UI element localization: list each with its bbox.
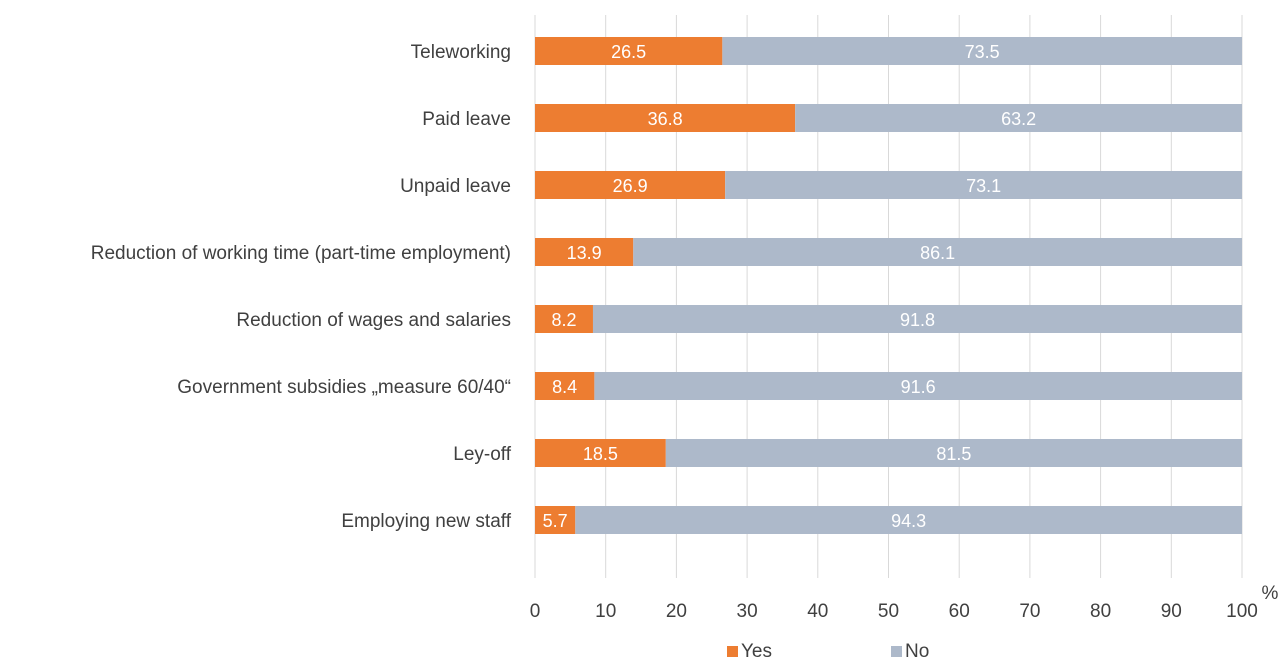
x-tick-label: 0 [530,601,541,622]
x-axis-unit-label: % [1262,583,1279,604]
legend-label-no: No [905,641,929,662]
bar-no [633,238,1242,266]
data-label-no: 81.5 [936,444,971,464]
bar-yes [535,171,726,199]
x-tick-label: 80 [1090,601,1111,622]
data-label-yes: 36.8 [648,109,683,129]
gridlines [534,15,1243,578]
category-label: Paid leave [422,109,511,130]
x-tick-label: 70 [1019,601,1040,622]
x-tick-label: 20 [666,601,687,622]
data-label-no: 86.1 [920,243,955,263]
category-labels: Teleworking Paid leave Unpaid leave Reducti… [91,42,512,532]
x-axis-ticks: 0 10 20 30 40 50 60 70 80 90 100 [530,601,1258,622]
data-label-no: 91.8 [900,310,935,330]
bar-yes [535,506,576,534]
legend-swatch-no [891,646,902,657]
category-label: Reduction of wages and salaries [236,310,511,331]
bar-no [594,372,1242,400]
category-label: Ley-off [453,444,511,465]
x-tick-label: 10 [595,601,616,622]
data-label-no: 94.3 [891,511,926,531]
data-label-no: 91.6 [901,377,936,397]
bar-yes [535,104,796,132]
bar-yes [535,439,666,467]
category-label: Teleworking [411,42,511,63]
bar-yes [535,37,723,65]
bar-yes [535,372,595,400]
data-label-yes: 18.5 [583,444,618,464]
data-label-no: 63.2 [1001,109,1036,129]
x-tick-label: 30 [737,601,758,622]
data-label-no: 73.1 [966,176,1001,196]
x-tick-label: 40 [807,601,828,622]
data-label-yes: 13.9 [567,243,602,263]
category-label: Reduction of working time (part-time emp… [91,243,511,264]
category-label: Unpaid leave [400,176,511,197]
bar-yes [535,238,634,266]
category-label: Employing new staff [341,511,511,532]
category-label: Government subsidies „measure 60/40“ [177,377,511,398]
bar-no [725,171,1242,199]
data-label-yes: 26.9 [613,176,648,196]
data-label-no: 73.5 [965,42,1000,62]
legend: Yes No [727,641,929,662]
x-tick-label: 60 [949,601,970,622]
data-label-yes: 8.2 [551,310,576,330]
legend-swatch-yes [727,646,738,657]
x-tick-label: 100 [1226,601,1258,622]
legend-label-yes: Yes [741,641,772,662]
bar-no [722,37,1242,65]
bar-yes [535,305,593,333]
data-label-yes: 8.4 [552,377,577,397]
data-label-yes: 26.5 [611,42,646,62]
x-tick-label: 90 [1161,601,1182,622]
x-tick-label: 50 [878,601,899,622]
bar-no [592,305,1242,333]
bar-no [795,104,1242,132]
bars: 26.5 73.5 36.8 63.2 26.9 73.1 13.9 86.1 8.2 91.8 8… [535,37,1242,534]
data-label-yes: 5.7 [543,511,568,531]
bar-no [665,439,1242,467]
bar-no [575,506,1242,534]
